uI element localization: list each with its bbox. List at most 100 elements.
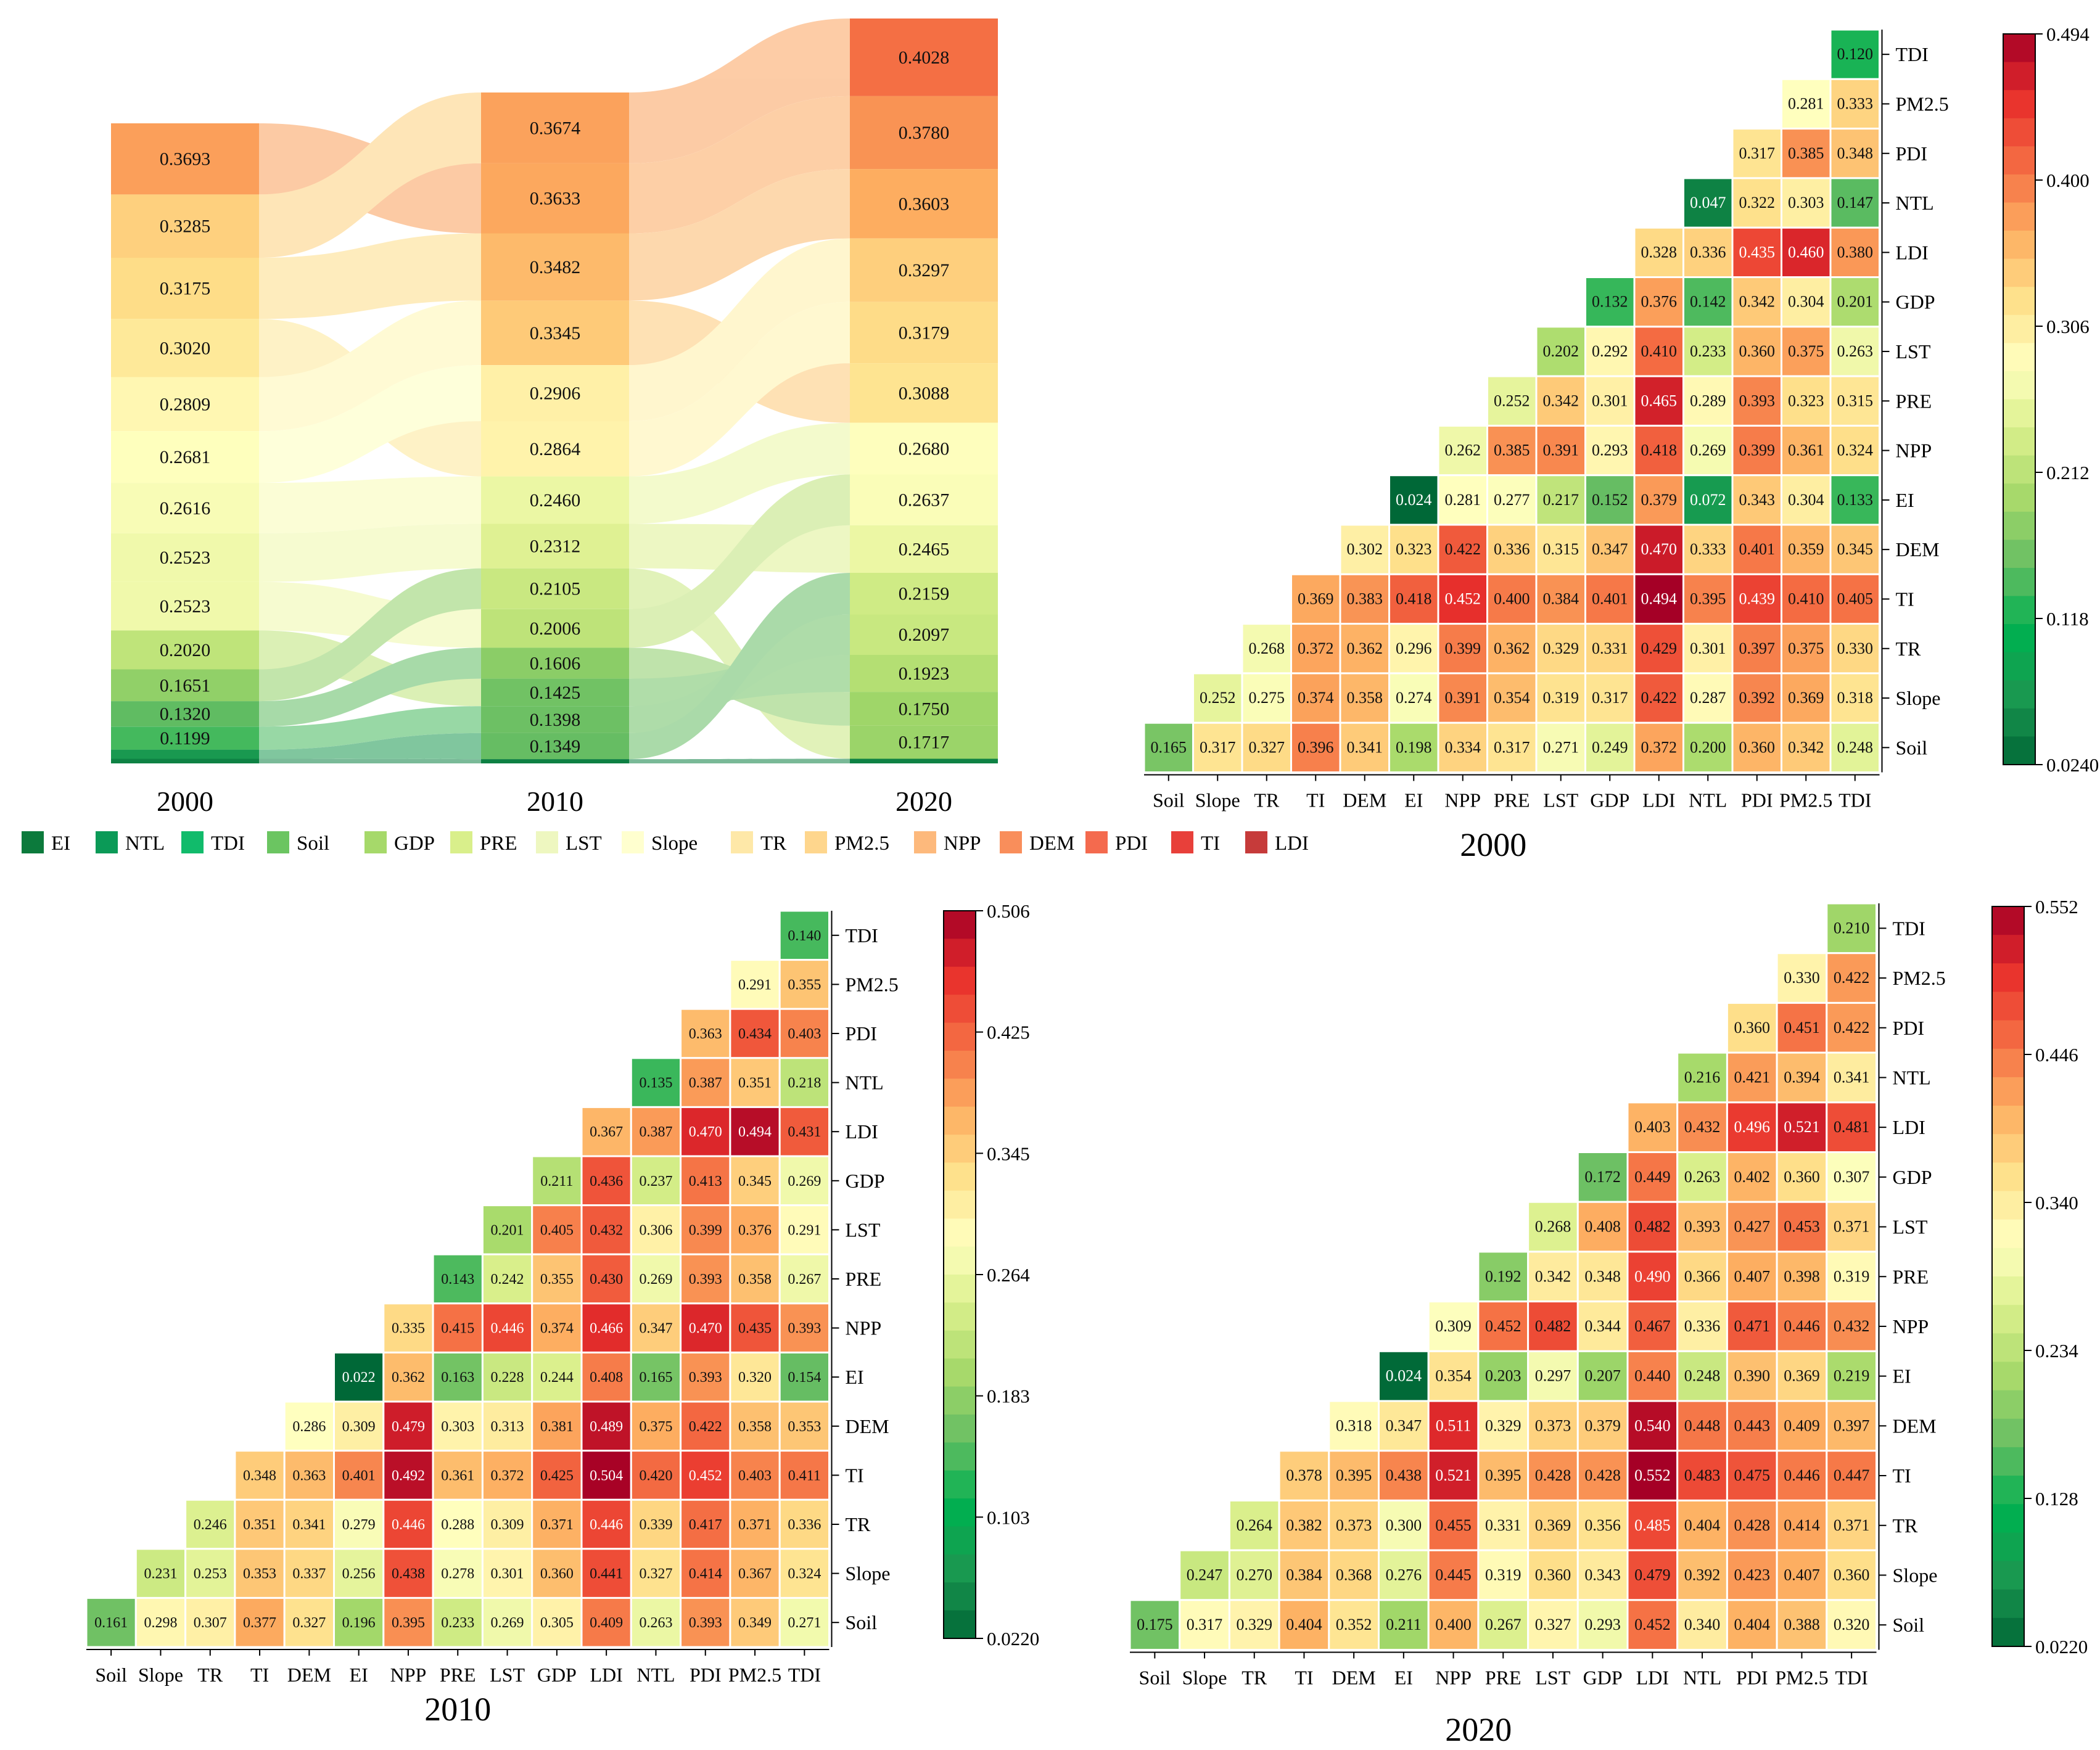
y-tick-label: LST [846,1218,881,1241]
heatmap-cell-value: 0.423 [1734,1566,1771,1584]
heatmap-cell-value: 0.399 [1739,442,1776,459]
y-tick-label: TI [1893,1464,1911,1487]
sankey-node-label: 0.2680 [899,439,950,459]
y-tick-label: TDI [1893,917,1925,939]
heatmap-cell [1829,573,1880,625]
heatmap-cell [1826,1101,1878,1154]
heatmap-cell-value: 0.511 [1436,1416,1472,1434]
heatmap-cell [1781,78,1832,130]
heatmap-cell [778,1450,830,1501]
sankey-node-label: 0.2097 [899,625,950,645]
legend-label-PRE: PRE [480,832,517,855]
colorbar-tick-label: 0.128 [2035,1488,2078,1510]
sankey-node-2000-PDI [111,258,259,319]
sankey-node-label: 0.3693 [160,149,211,170]
heatmap-cell [1427,1300,1480,1352]
sankey-node-label: 0.1199 [160,728,210,749]
sankey-link-LST-2000-2010 [259,581,481,648]
heatmap-cell [1731,672,1782,724]
legend-swatch-LDI [1245,831,1267,853]
heatmap-cell-value: 0.271 [788,1615,821,1631]
sankey-node-label: 0.1651 [160,675,211,696]
x-tick-label: LDI [1636,1667,1669,1689]
heatmap-cell-value: 0.274 [1396,689,1432,707]
heatmap-cell [1731,375,1782,427]
heatmap-cell-value: 0.331 [1592,639,1628,657]
heatmap-cell-value: 0.405 [1837,589,1874,607]
heatmap-cell-value: 0.331 [1485,1516,1521,1534]
heatmap-cell-value: 0.374 [1298,689,1334,707]
heatmap-cell [580,1548,632,1599]
sankey-node-2000-PRE [111,630,259,670]
heatmap-cell-value: 0.301 [1690,639,1726,657]
heatmap-cell-value: 0.418 [1641,442,1678,459]
heatmap-cell-value: 0.367 [738,1566,772,1582]
heatmap-cell-value: 0.410 [1641,342,1678,360]
heatmap-cell-value: 0.504 [590,1468,623,1484]
heatmap-cell-value: 0.540 [1634,1416,1671,1434]
y-tick-label: LST [1896,340,1931,363]
heatmap-cell-value: 0.341 [292,1517,326,1533]
heatmap-cell-value: 0.428 [1734,1516,1771,1534]
heatmap-cell-value: 0.408 [590,1370,623,1386]
y-tick-label: TDI [846,924,878,947]
heatmap-cell [1676,1400,1728,1452]
heatmap-cell [1829,672,1880,724]
sankey-node-2010-PDI [481,233,629,301]
heatmap-cell-value: 0.252 [1200,689,1236,707]
heatmap-cell-value: 0.445 [1435,1566,1472,1584]
heatmap-cell [580,1450,632,1501]
sankey-link-TDI-2000-2010 [259,706,481,750]
sankey-node-label: 0.2809 [160,394,211,414]
heatmap-cell-value: 0.385 [1494,442,1530,459]
heatmap-cell [1228,1599,1280,1651]
heatmap-cell-value: 0.436 [590,1173,623,1189]
x-tick-label: TR [197,1664,223,1686]
heatmap-cell-value: 0.380 [1837,243,1874,261]
x-tick-label: Slope [138,1664,183,1686]
y-tick-label: NPP [846,1317,882,1339]
heatmap-cell-value: 0.291 [738,977,772,993]
heatmap-cell-value: 0.142 [1690,293,1726,311]
heatmap-cell-value: 0.395 [1690,589,1726,607]
sankey-node-2020-TDI [850,614,998,655]
heatmap-cell [1633,424,1684,477]
sankey-node-label: 0.1606 [530,654,581,674]
sankey-column-label: 2000 [157,786,213,817]
heatmap-cell-value: 0.447 [1834,1466,1870,1484]
heatmap-cell-value: 0.390 [1734,1367,1771,1385]
heatmap-cell-value: 0.270 [1237,1566,1273,1584]
sankey-link-TR-2000-2010 [259,476,481,533]
heatmap-2010: 0.140 0.291 0.355 0.363 0.434 0.403 0.135 0.387… [85,900,1039,1728]
heatmap-cell-value: 0.268 [1249,639,1285,657]
heatmap-cell-value: 0.448 [1684,1416,1721,1434]
sankey-node-2010-PM2.5 [481,365,629,421]
heatmap-cell-value: 0.441 [590,1566,623,1582]
heatmap-cell-value: 0.434 [738,1026,772,1042]
heatmap-cell-value: 0.135 [639,1075,672,1091]
sankey-node-label: 0.2105 [530,579,581,599]
heatmap-cell-value: 0.422 [1641,689,1678,707]
heatmap-cell [1829,375,1880,427]
sankey-node-2020-Slope [850,525,998,573]
heatmap-cell-value: 0.342 [1543,392,1579,409]
heatmap-cell-value: 0.343 [1584,1566,1621,1584]
heatmap-cell-value: 0.319 [1543,689,1579,707]
heatmap-cell-value: 0.368 [1336,1566,1372,1584]
heatmap-cell-value: 0.320 [738,1370,772,1386]
heatmap-cell-value: 0.172 [1584,1168,1621,1186]
y-tick-label: LDI [846,1120,878,1143]
heatmap-cell [1626,1599,1679,1651]
heatmap-cell-value: 0.301 [1592,392,1628,409]
heatmap-cell-value: 0.470 [689,1321,722,1337]
sankey-link-PM2.5-2000-2010 [259,365,481,483]
heatmap-cell-value: 0.355 [788,977,821,993]
heatmap-cell-value: 0.446 [491,1321,524,1337]
heatmap-cell-value: 0.377 [243,1615,276,1631]
sankey-node-label: 0.2637 [899,490,950,511]
colorbar-tick-label: 0.118 [2046,608,2089,630]
heatmap-cell-value: 0.393 [689,1615,722,1631]
heatmap-cell [1781,424,1832,477]
sankey-link-NPP-2000-2010 [259,300,481,432]
